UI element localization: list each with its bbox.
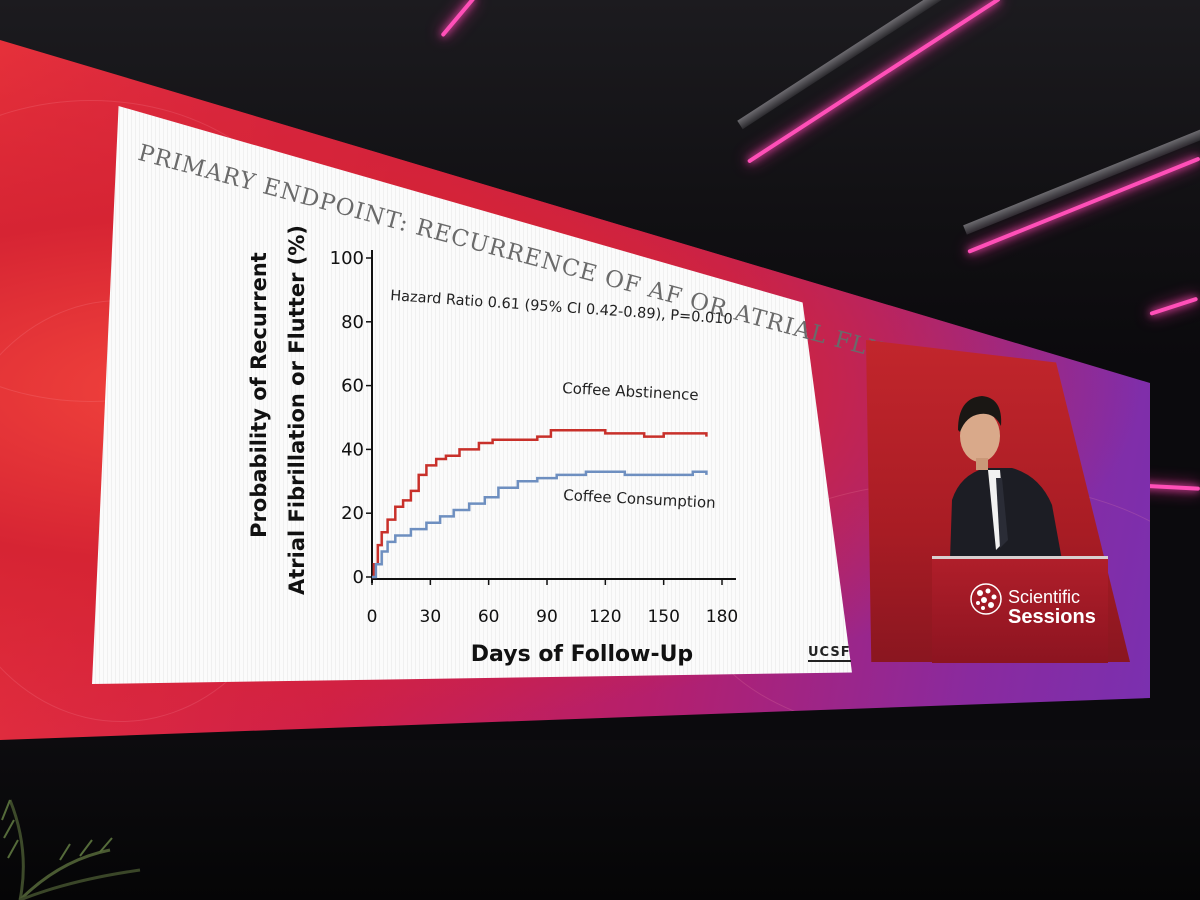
x-axis-label: Days of Follow-Up (471, 642, 693, 667)
x-tick-label: 180 (706, 607, 738, 627)
coffee-consumption-curve (372, 470, 708, 579)
x-tick-label: 150 (647, 607, 679, 627)
ucsf-logo: UCSF (808, 645, 851, 662)
x-tick-label: 60 (478, 607, 500, 627)
y-tick-label: 80 (341, 312, 364, 333)
x-tick-label: 90 (536, 607, 558, 627)
podium: Scientific Sessions (932, 556, 1108, 663)
chart-series (372, 429, 708, 579)
x-tick-label: 120 (589, 607, 621, 627)
y-tick-label: 0 (353, 567, 364, 588)
y-tick-label: 20 (341, 503, 364, 524)
brand-line-2: Sessions (1008, 606, 1096, 628)
globe-logo-icon (970, 583, 1002, 615)
plant-decoration (1, 799, 141, 900)
chart-axes (366, 250, 736, 585)
x-tick-label: 30 (420, 607, 442, 627)
y-tick-label: 60 (341, 376, 364, 397)
y-tick-label: 100 (330, 248, 364, 269)
x-tick-label: 0 (367, 607, 378, 627)
coffee-abstinence-curve (372, 429, 708, 579)
y-axis-label-line2: Atrial Fibrillation or Flutter (%) (285, 225, 309, 595)
scientific-sessions-wordmark: Scientific Sessions (1008, 587, 1096, 627)
y-tick-label: 40 (341, 439, 364, 460)
y-axis-label-line1: Probability of Recurrent (247, 252, 271, 538)
stage-floor (0, 740, 1200, 900)
brand-line-1: Scientific (1008, 587, 1081, 607)
